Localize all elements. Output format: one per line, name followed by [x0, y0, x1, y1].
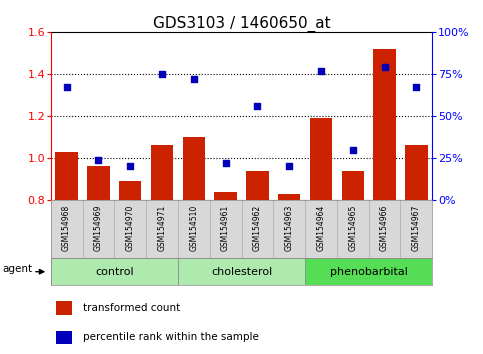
- Text: GSM154964: GSM154964: [316, 205, 326, 251]
- Text: GSM154510: GSM154510: [189, 205, 199, 251]
- Text: transformed count: transformed count: [83, 303, 180, 313]
- Text: cholesterol: cholesterol: [211, 267, 272, 277]
- Text: GSM154962: GSM154962: [253, 205, 262, 251]
- Bar: [51, 258, 178, 285]
- Bar: [278, 194, 300, 200]
- Point: [349, 147, 356, 152]
- Bar: [405, 145, 427, 200]
- Point: [412, 85, 420, 90]
- Bar: [56, 152, 78, 200]
- Point: [158, 71, 166, 77]
- Point: [127, 164, 134, 169]
- Bar: [373, 49, 396, 200]
- Text: phenobarbital: phenobarbital: [330, 267, 408, 277]
- Text: control: control: [95, 267, 134, 277]
- Bar: [56, 301, 72, 314]
- Bar: [305, 258, 432, 285]
- Point: [381, 64, 388, 70]
- Point: [95, 157, 102, 162]
- Text: GSM154968: GSM154968: [62, 205, 71, 251]
- Bar: [56, 331, 72, 344]
- Point: [222, 160, 229, 166]
- Bar: [183, 137, 205, 200]
- Text: GSM154969: GSM154969: [94, 205, 103, 251]
- Text: percentile rank within the sample: percentile rank within the sample: [83, 332, 258, 342]
- Bar: [341, 171, 364, 200]
- Bar: [87, 166, 110, 200]
- Title: GDS3103 / 1460650_at: GDS3103 / 1460650_at: [153, 16, 330, 32]
- Bar: [119, 181, 142, 200]
- Text: GSM154970: GSM154970: [126, 205, 135, 251]
- Text: GSM154961: GSM154961: [221, 205, 230, 251]
- Text: GSM154963: GSM154963: [284, 205, 294, 251]
- Point: [254, 103, 261, 109]
- Text: GSM154965: GSM154965: [348, 205, 357, 251]
- Text: GSM154967: GSM154967: [412, 205, 421, 251]
- Bar: [310, 118, 332, 200]
- Point: [285, 164, 293, 169]
- Bar: [151, 145, 173, 200]
- Bar: [246, 171, 269, 200]
- Bar: [214, 192, 237, 200]
- Bar: [178, 258, 305, 285]
- Text: GSM154971: GSM154971: [157, 205, 167, 251]
- Point: [317, 68, 325, 73]
- Text: agent: agent: [2, 264, 33, 274]
- Point: [190, 76, 198, 82]
- Point: [63, 85, 71, 90]
- Text: GSM154966: GSM154966: [380, 205, 389, 251]
